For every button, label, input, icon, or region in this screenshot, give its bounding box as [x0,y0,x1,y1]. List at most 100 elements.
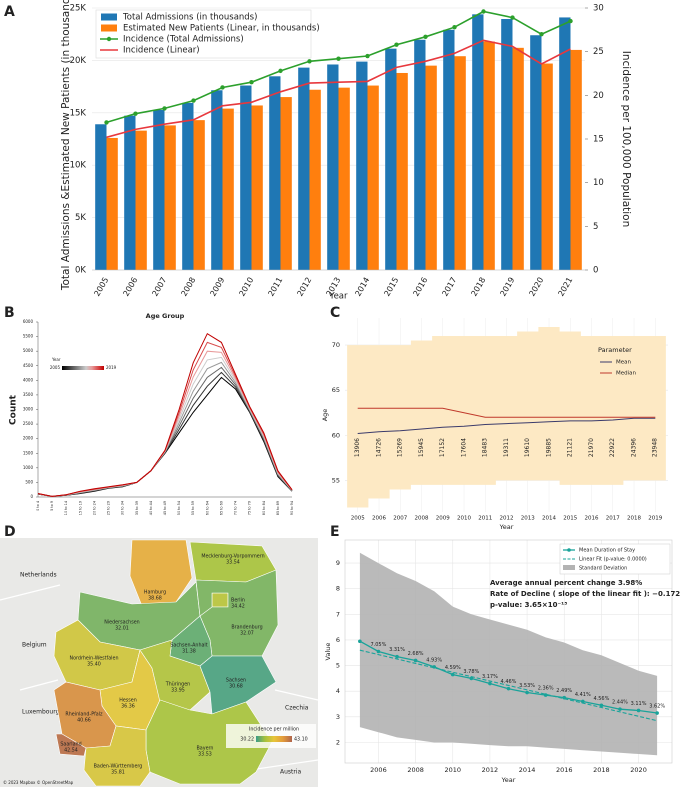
x-tick-label: 2010 [444,766,461,774]
data-label: 14726 [376,438,383,457]
y-tick-label: 6000 [23,319,34,324]
x-tick-label: 2016 [585,516,599,522]
x-tick-label: 2019 [648,516,662,522]
x-tick-label: 50 to 54 [177,501,181,515]
region-name: Brandenburg [231,625,262,631]
x-tick-label: 2006 [370,766,387,774]
data-label: 4.56% [593,696,609,702]
x-tick-label: 60 to 64 [205,501,209,515]
data-label: 7.05% [370,642,386,648]
region-value: 34.42 [231,604,245,610]
x-tick-label: 85 to 89 [276,501,280,515]
data-label: 3.31% [389,647,405,653]
data-label: 21121 [567,438,574,457]
x-tick-label: 2007 [150,276,168,298]
panel-label: E [330,524,340,540]
region [211,592,229,608]
bar [414,39,426,271]
x-tick-label: 30 to 34 [121,501,125,515]
region [83,725,151,787]
y2-tick-label: 30 [593,4,604,14]
data-label: 2.49% [556,688,572,694]
x-tick-label: 2011 [478,516,492,522]
data-label: 4.59% [445,665,461,671]
region-name: Bayern [197,746,214,752]
x-tick-label: 2014 [542,516,556,522]
x-tick-label: 2015 [563,516,577,522]
bar [454,56,466,270]
x-tick-label: 20 to 24 [92,501,96,515]
y-tick-label: 2500 [23,421,34,426]
marker [336,56,341,61]
marker [562,695,567,700]
line [37,371,293,497]
region-name: Sachsen-Anhalt [170,643,207,649]
data-label: 22922 [609,438,616,457]
bar [530,35,542,270]
data-label: 3.53% [519,683,535,689]
bar [559,17,571,270]
y2-axis-label: Incidence per 100,000 Population [620,51,632,228]
region-name: Baden-Württemberg [94,764,143,770]
region-value: 31.38 [182,649,196,655]
x-tick-label: 2007 [393,516,407,522]
marker [469,676,474,681]
x-tick-label: 2010 [237,276,255,298]
bar [356,61,368,271]
marker [543,693,548,697]
x-tick-label: 35 to 39 [135,501,139,515]
y-tick-label: 70 [332,341,340,349]
x-tick-label: 40 to 44 [149,501,153,515]
marker [506,686,511,691]
x-tick-label: 2008 [407,766,424,774]
y-tick-label: 3 [336,713,340,721]
x-axis-label: Year [499,523,514,531]
data-label: 3.78% [463,669,479,675]
x-axis-label: Year [501,776,516,784]
marker [636,708,641,713]
x-tick-label: 2014 [519,766,536,774]
y2-tick-label: 0 [593,266,598,276]
data-label: 13906 [354,438,361,457]
panel-label: C [330,305,340,321]
bar [570,49,582,270]
x-tick-label: 2005 [92,276,110,298]
x-tick-label: 2006 [121,276,139,298]
bar [280,97,292,270]
y-tick-label: 9 [336,559,340,567]
x-tick-label: 2006 [372,516,386,522]
colorbar-tick: 2019 [106,365,117,370]
bar [396,72,408,270]
y-axis-label: Count [9,394,19,425]
bar [309,89,321,270]
bar [298,67,310,270]
data-label: 2.36% [538,686,554,692]
line [357,417,656,434]
x-tick-label: 2012 [295,276,313,298]
marker [307,59,312,64]
x-tick-label: 55 to 59 [191,501,195,515]
legend-label: Median [616,371,637,377]
legend-swatch [101,24,117,32]
y2-tick-label: 10 [593,178,604,188]
plot-frame [344,539,673,764]
x-tick-label: 2018 [593,766,610,774]
marker [249,80,254,85]
data-label: 3.11% [631,701,647,707]
region-name: Nordrhein-Westfalen [70,656,119,662]
bar [443,29,455,271]
bar [327,64,339,270]
bar [338,87,350,270]
marker [655,711,659,715]
bar [193,120,205,270]
region-name: Hamburg [144,590,166,596]
x-tick-label: 2020 [527,276,545,298]
panel-label: D [4,524,16,540]
colorbar [256,736,292,742]
data-label: 18483 [482,438,489,457]
data-label: 2.44% [612,700,628,706]
legend-label: Standard Deviation [579,566,627,572]
country-label: Czechia [285,705,309,712]
region-name: Rheinland-Pfalz [65,712,103,718]
x-tick-label: 90 to 94 [290,501,294,515]
